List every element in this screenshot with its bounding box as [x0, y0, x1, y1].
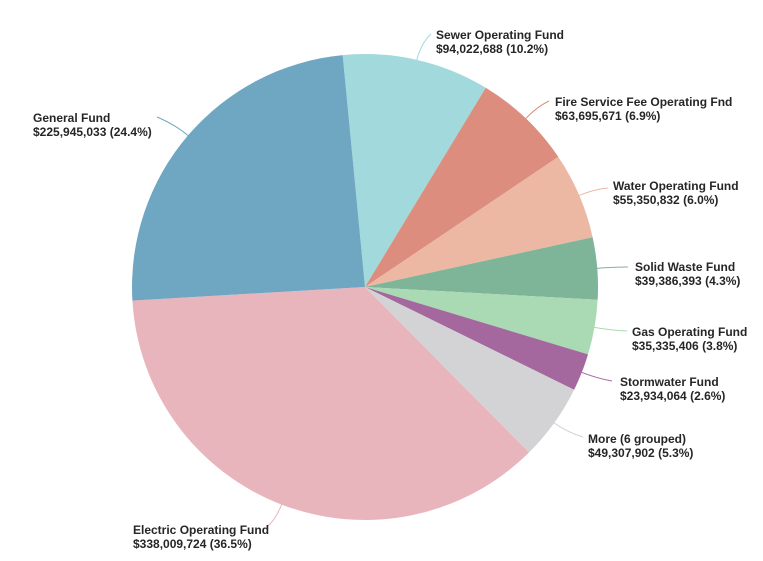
pie-slice-solid-waste-fund[interactable]	[365, 237, 599, 300]
slice-label-sewer-operating-fund: Sewer Operating Fund $94,022,688 (10.2%)	[436, 28, 564, 56]
pie-slice-electric-operating-fund[interactable]	[132, 287, 530, 520]
slice-label-name: Gas Operating Fund	[632, 325, 747, 339]
slice-label-value: $63,695,671 (6.9%)	[555, 109, 660, 123]
slice-label-value: $49,307,902 (5.3%)	[588, 446, 693, 460]
slice-label-value: $39,386,393 (4.3%)	[635, 274, 740, 288]
slice-label-gas-operating-fund: Gas Operating Fund $35,335,406 (3.8%)	[632, 325, 747, 353]
leader-line-electric-operating-fund	[265, 503, 283, 529]
pie-slice-more-grouped[interactable]	[365, 287, 575, 453]
leader-line-sewer-operating-fund	[416, 33, 432, 61]
pie-slice-sewer-operating-fund[interactable]	[342, 53, 486, 287]
slice-label-water-operating-fund: Water Operating Fund $55,350,832 (6.0%)	[613, 179, 739, 207]
slice-label-value: $94,022,688 (10.2%)	[436, 42, 548, 56]
slice-label-value: $338,009,724 (36.5%)	[133, 537, 252, 551]
leader-line-stormwater-fund	[580, 371, 613, 382]
slice-label-fire-service-fee-operating-fund: Fire Service Fee Operating Fnd $63,695,67…	[555, 95, 732, 123]
slice-label-name: General Fund	[33, 111, 110, 125]
slice-label-electric-operating-fund: Electric Operating Fund $338,009,724 (36.…	[133, 523, 269, 551]
pie-slice-water-operating-fund[interactable]	[365, 156, 593, 287]
pie-slice-fire-service-fee-operating-fund[interactable]	[365, 87, 559, 288]
slice-label-value: $55,350,832 (6.0%)	[613, 193, 718, 207]
slice-label-value: $225,945,033 (24.4%)	[33, 125, 152, 139]
slice-label-solid-waste-fund: Solid Waste Fund $39,386,393 (4.3%)	[635, 260, 740, 288]
slice-label-value: $35,335,406 (3.8%)	[632, 339, 737, 353]
slice-label-value: $23,934,064 (2.6%)	[620, 389, 725, 403]
slice-label-stormwater-fund: Stormwater Fund $23,934,064 (2.6%)	[620, 375, 725, 403]
leader-line-general-fund	[156, 116, 190, 137]
slice-label-name: Stormwater Fund	[620, 375, 719, 389]
pie-slice-general-fund[interactable]	[132, 55, 365, 301]
slice-label-name: More (6 grouped)	[588, 432, 686, 446]
slice-label-name: Electric Operating Fund	[133, 523, 269, 537]
leader-line-fire-service-fee-operating-fund	[524, 100, 550, 120]
slice-label-name: Fire Service Fee Operating Fnd	[555, 95, 732, 109]
pie-slice-stormwater-fund[interactable]	[365, 287, 589, 390]
leader-line-gas-operating-fund	[593, 326, 628, 332]
slice-label-general-fund: General Fund $225,945,033 (24.4%)	[33, 111, 152, 139]
leader-line-water-operating-fund	[578, 187, 609, 197]
pie-slice-gas-operating-fund[interactable]	[365, 287, 598, 355]
leader-line-solid-waste-fund	[596, 266, 629, 269]
leader-line-more-grouped	[553, 422, 584, 438]
slice-label-name: Water Operating Fund	[613, 179, 739, 193]
slice-label-name: Solid Waste Fund	[635, 260, 735, 274]
slice-label-name: Sewer Operating Fund	[436, 28, 564, 42]
slice-label-more-grouped: More (6 grouped) $49,307,902 (5.3%)	[588, 432, 693, 460]
